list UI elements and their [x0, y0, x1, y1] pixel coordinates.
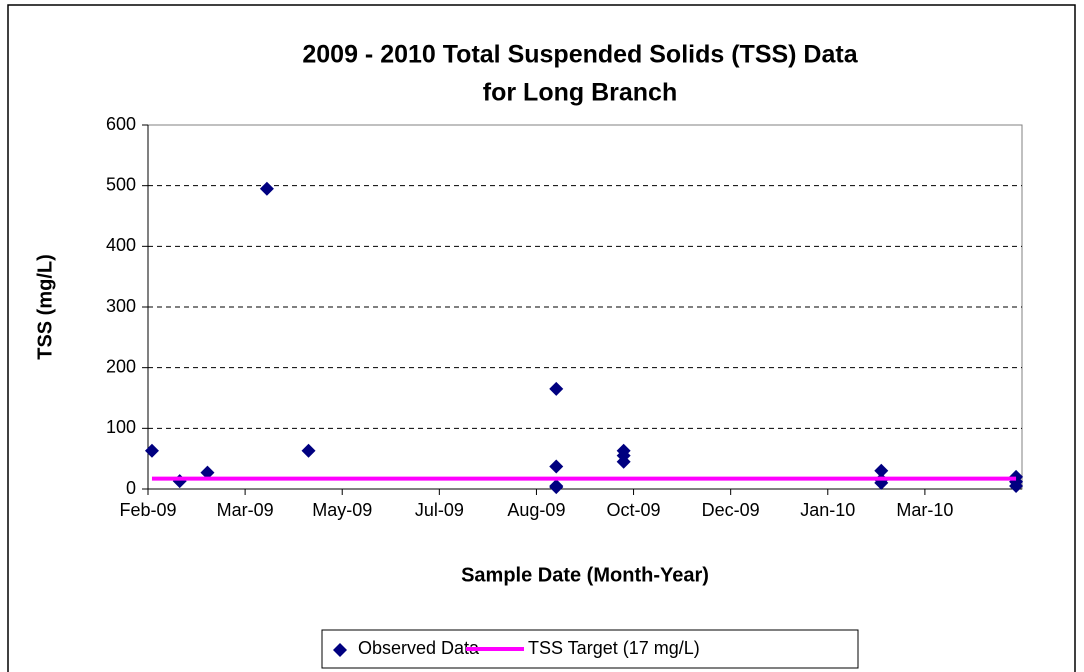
- x-tick-label: Jan-10: [800, 500, 855, 520]
- x-axis-label: Sample Date (Month-Year): [461, 564, 709, 586]
- data-point: [549, 459, 564, 474]
- x-tick-label: Mar-10: [896, 500, 953, 520]
- data-point: [549, 480, 564, 495]
- data-point: [616, 454, 631, 469]
- data-point: [1009, 478, 1024, 493]
- legend-marker: [333, 643, 347, 657]
- x-tick-label: Feb-09: [119, 500, 176, 520]
- legend-label: TSS Target (17 mg/L): [528, 638, 700, 658]
- x-tick-label: Dec-09: [702, 500, 760, 520]
- data-point: [200, 465, 215, 480]
- data-point: [301, 443, 316, 458]
- data-point: [259, 181, 274, 196]
- y-tick-label: 100: [106, 417, 136, 437]
- y-axis-label: TSS (mg/L): [34, 254, 56, 360]
- x-tick-label: May-09: [312, 500, 372, 520]
- chart-border: [7, 4, 1076, 672]
- chart-title: for Long Branch: [483, 79, 677, 107]
- y-tick-label: 500: [106, 174, 136, 194]
- legend-label: Observed Data: [358, 638, 480, 658]
- y-tick-label: 400: [106, 235, 136, 255]
- y-tick-label: 300: [106, 296, 136, 316]
- x-tick-label: Oct-09: [607, 500, 661, 520]
- chart-title: 2009 - 2010 Total Suspended Solids (TSS)…: [302, 41, 858, 69]
- data-point: [549, 381, 564, 396]
- x-tick-label: Jul-09: [415, 500, 464, 520]
- y-tick-label: 200: [106, 356, 136, 376]
- x-tick-label: Mar-09: [217, 500, 274, 520]
- data-point: [874, 463, 889, 478]
- legend: [321, 629, 859, 669]
- x-tick-label: Aug-09: [507, 500, 565, 520]
- data-point: [144, 443, 159, 458]
- y-tick-label: 0: [126, 478, 136, 498]
- y-tick-label: 600: [106, 114, 136, 134]
